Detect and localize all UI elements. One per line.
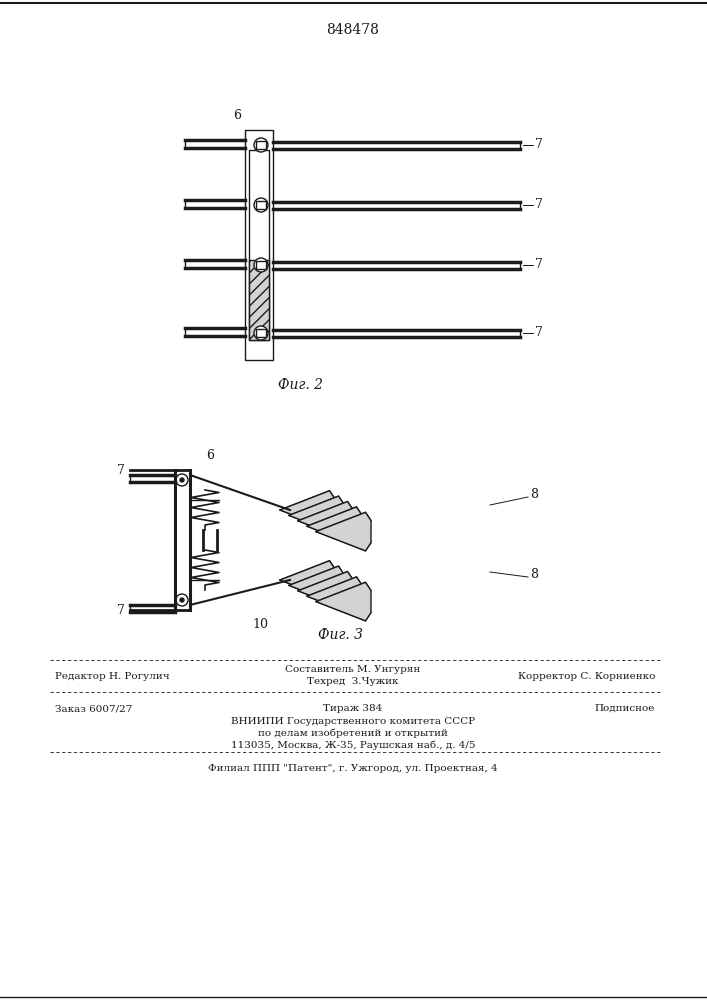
Polygon shape [307,577,362,615]
Polygon shape [280,491,335,529]
Text: Корректор С. Корниенко: Корректор С. Корниенко [518,672,655,681]
Bar [249,260,269,340]
Polygon shape [307,507,362,545]
Bar [256,141,266,149]
Circle shape [254,326,268,340]
Text: 6: 6 [206,449,214,462]
Text: 8: 8 [530,488,538,502]
Circle shape [259,330,264,336]
Circle shape [180,478,184,482]
Bar [245,130,273,360]
Polygon shape [289,566,344,605]
Polygon shape [298,572,353,610]
Bar [256,329,266,337]
Circle shape [176,474,188,486]
Circle shape [254,138,268,152]
Text: 7: 7 [535,326,543,340]
Polygon shape [289,496,344,535]
Text: Фиг. 2: Фиг. 2 [278,378,322,392]
Circle shape [254,198,268,212]
Circle shape [259,142,264,147]
Polygon shape [280,561,335,599]
Text: Подписное: Подписное [595,704,655,713]
Text: по делам изобретений и открытий: по делам изобретений и открытий [258,729,448,738]
Text: 848478: 848478 [327,23,380,37]
Text: Заказ 6007/27: Заказ 6007/27 [55,704,132,713]
Polygon shape [298,502,353,540]
Polygon shape [316,512,371,551]
Text: 7: 7 [535,198,543,212]
Bar [256,261,266,269]
Text: 7: 7 [535,258,543,271]
Text: 113035, Москва, Ж-35, Раушская наб., д. 4/5: 113035, Москва, Ж-35, Раушская наб., д. … [230,741,475,750]
Text: Тираж 384: Тираж 384 [323,704,382,713]
Bar [249,150,269,340]
Polygon shape [316,582,371,621]
Text: 10: 10 [252,618,268,631]
Text: 6: 6 [233,109,241,122]
Text: Составитель М. Унгурян
Техред  З.Чужик: Составитель М. Унгурян Техред З.Чужик [286,665,421,686]
Text: ВНИИПИ Государственного комитета СССР: ВНИИПИ Государственного комитета СССР [231,717,475,726]
Text: Филиал ППП "Патент", г. Ужгород, ул. Проектная, 4: Филиал ППП "Патент", г. Ужгород, ул. Про… [208,764,498,773]
Circle shape [180,598,184,602]
Text: Редактор Н. Рогулич: Редактор Н. Рогулич [55,672,170,681]
Circle shape [254,258,268,272]
Text: 7: 7 [535,138,543,151]
Text: 7: 7 [117,603,125,616]
Text: 8: 8 [530,568,538,582]
Text: 7: 7 [117,464,125,477]
Text: Фиг. 3: Фиг. 3 [317,628,363,642]
Circle shape [259,262,264,267]
Circle shape [259,202,264,208]
Circle shape [176,594,188,606]
Bar [256,201,266,209]
